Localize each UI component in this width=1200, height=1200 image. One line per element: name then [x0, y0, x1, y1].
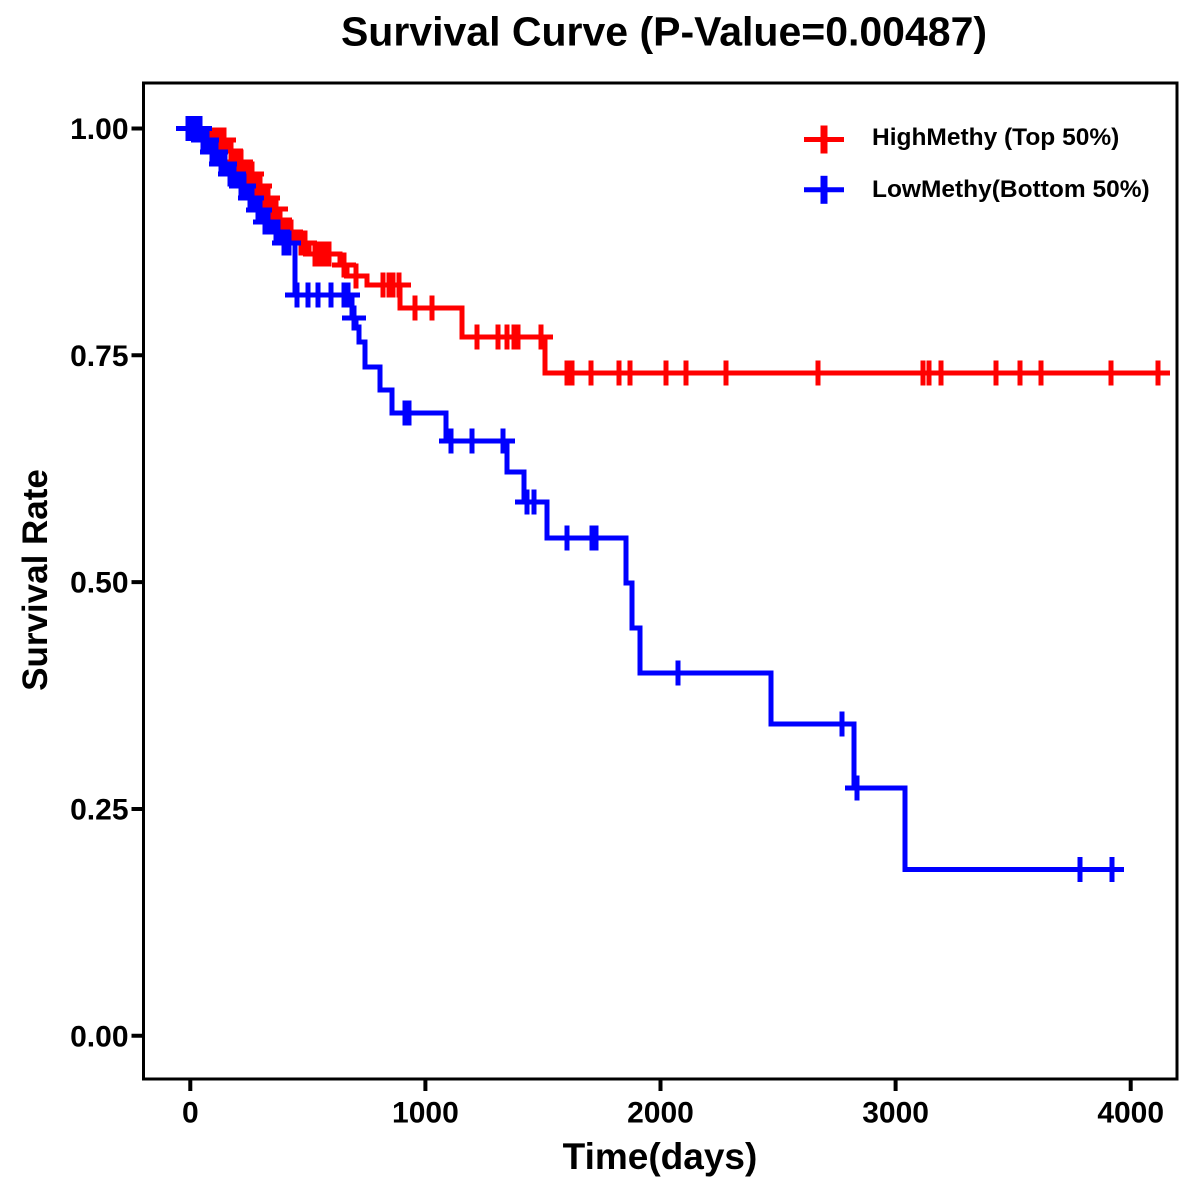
svg-text:0.25: 0.25 — [70, 793, 128, 826]
svg-text:2000: 2000 — [627, 1097, 694, 1130]
svg-text:1000: 1000 — [392, 1097, 459, 1130]
svg-text:1.00: 1.00 — [70, 113, 128, 146]
svg-text:Survival Curve (P-Value=0.0048: Survival Curve (P-Value=0.00487) — [341, 9, 987, 55]
svg-text:LowMethy(Bottom 50%): LowMethy(Bottom 50%) — [872, 176, 1150, 203]
svg-text:Time(days): Time(days) — [563, 1136, 758, 1177]
svg-text:0.75: 0.75 — [70, 340, 128, 373]
svg-text:4000: 4000 — [1097, 1097, 1164, 1130]
svg-text:Survival Rate: Survival Rate — [16, 469, 55, 691]
svg-text:0.00: 0.00 — [70, 1020, 128, 1053]
svg-text:HighMethy (Top 50%): HighMethy (Top 50%) — [872, 124, 1119, 151]
svg-text:3000: 3000 — [862, 1097, 929, 1130]
svg-text:0: 0 — [182, 1097, 199, 1130]
svg-text:0.50: 0.50 — [70, 567, 128, 600]
